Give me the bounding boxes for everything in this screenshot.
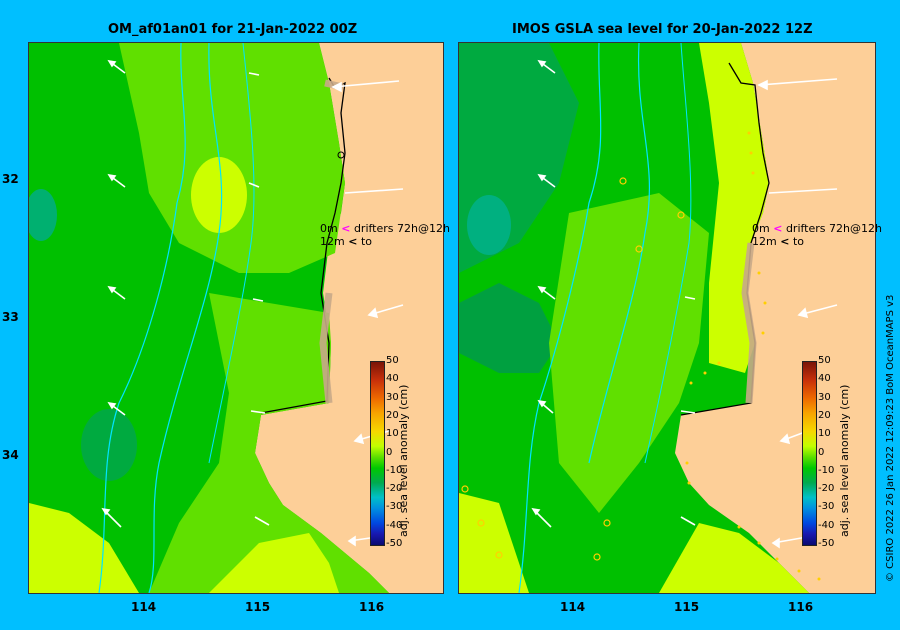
- legend-depth-12m: 12m: [320, 235, 345, 248]
- colorbar-left-tick: -10: [386, 464, 403, 476]
- yellow-south: [209, 533, 339, 593]
- lon-label-left-116: 116: [359, 600, 385, 614]
- colorbar-right-tick: 50: [818, 355, 831, 366]
- credit-text: © CSIRO 2022 26 Jan 2022 12:09:23 BoM Oc…: [885, 294, 896, 582]
- lon-label-right-116: 116: [788, 600, 814, 614]
- colorbar-right-tick: 10: [818, 428, 831, 440]
- current-vectors: [531, 59, 838, 549]
- drifter-points: [685, 131, 821, 581]
- left-map-title: OM_af01an01 for 21-Jan-2022 00Z: [108, 22, 358, 37]
- light-green-region-north: [29, 43, 345, 273]
- colorbar-right-tick: -10: [818, 464, 835, 476]
- lat-label-32: 32: [2, 172, 19, 186]
- colorbar-left-tick: 30: [386, 391, 399, 403]
- colorbar-left-tick: 10: [386, 428, 399, 440]
- colorbar-left-tick: -30: [386, 501, 403, 513]
- isobath-3: [208, 43, 255, 464]
- lon-label-left-114: 114: [131, 600, 157, 614]
- lat-label-33: 33: [2, 310, 19, 324]
- teal-eddy-west: [29, 189, 57, 241]
- drifter-legend-left: 0m < drifters 72h@12h 12m < to: [320, 222, 450, 248]
- drifter-rings: [461, 177, 685, 561]
- colorbar-right: [802, 361, 817, 546]
- colorbar-right-tick: 30: [818, 391, 831, 403]
- isobath-2: [588, 43, 650, 464]
- legend-drifters-text: drifters 72h@12h: [353, 222, 450, 235]
- yellow-eddy: [191, 157, 247, 233]
- drifter-legend-right: 0m < drifters 72h@12h 12m < to: [752, 222, 882, 248]
- drifter-arrow-icon: <: [341, 222, 351, 235]
- isobath-1: [518, 43, 602, 593]
- colorbar-right-tick: -50: [818, 538, 835, 549]
- colorbar-right-tick: -40: [818, 519, 835, 531]
- colorbar-right-tick: -30: [818, 501, 835, 513]
- legend-depth-0m: 0m: [752, 222, 770, 235]
- colorbar-title-left: adj. sea level anomaly (cm): [397, 384, 410, 537]
- colorbar-right-tick: 20: [818, 409, 831, 421]
- legend-depth-0m: 0m: [320, 222, 338, 235]
- legend-to-text: to: [360, 235, 372, 248]
- drifter-arrow-icon: <: [348, 235, 358, 248]
- drifter-arrow-icon: <: [773, 222, 783, 235]
- yellow-southwest: [29, 503, 139, 593]
- legend-to-text: to: [792, 235, 804, 248]
- dark-green-west: [459, 283, 559, 373]
- colorbar-left-tick: 0: [386, 446, 393, 458]
- colorbar-left-tick: -50: [386, 538, 403, 549]
- light-green-band: [549, 193, 709, 513]
- lat-label-34: 34: [2, 448, 19, 462]
- colorbar-left-tick: 40: [386, 373, 399, 385]
- colorbar-left-tick: -40: [386, 519, 403, 531]
- shelf-band: [741, 242, 757, 404]
- colorbar-left: [370, 361, 385, 546]
- teal-eddy: [467, 195, 511, 255]
- lon-label-left-115: 115: [245, 600, 271, 614]
- isobath-2: [148, 43, 223, 593]
- colorbar-right-tick: -20: [818, 483, 835, 495]
- legend-drifters-text: drifters 72h@12h: [785, 222, 882, 235]
- yellow-south: [659, 523, 809, 593]
- right-map-title: IMOS GSLA sea level for 20-Jan-2022 12Z: [512, 22, 813, 37]
- station-marker: [337, 151, 345, 159]
- colorbar-left-tick: -20: [386, 483, 403, 495]
- drifter-arrow-icon: <: [780, 235, 790, 248]
- colorbar-right-tick: 0: [818, 446, 825, 458]
- yellow-coastal-band: [699, 43, 769, 373]
- colorbar-right-tick: 40: [818, 373, 831, 385]
- colorbar-left-tick: 50: [386, 355, 399, 366]
- current-vectors: [101, 59, 404, 547]
- legend-depth-12m: 12m: [752, 235, 777, 248]
- colorbar-left-tick: 20: [386, 409, 399, 421]
- isobath-3: [644, 43, 692, 464]
- lon-label-right-115: 115: [674, 600, 700, 614]
- lon-label-right-114: 114: [560, 600, 586, 614]
- yellow-southwest: [459, 493, 529, 593]
- colorbar-title-right: adj. sea level anomaly (cm): [838, 384, 851, 537]
- isobath-1: [98, 43, 186, 593]
